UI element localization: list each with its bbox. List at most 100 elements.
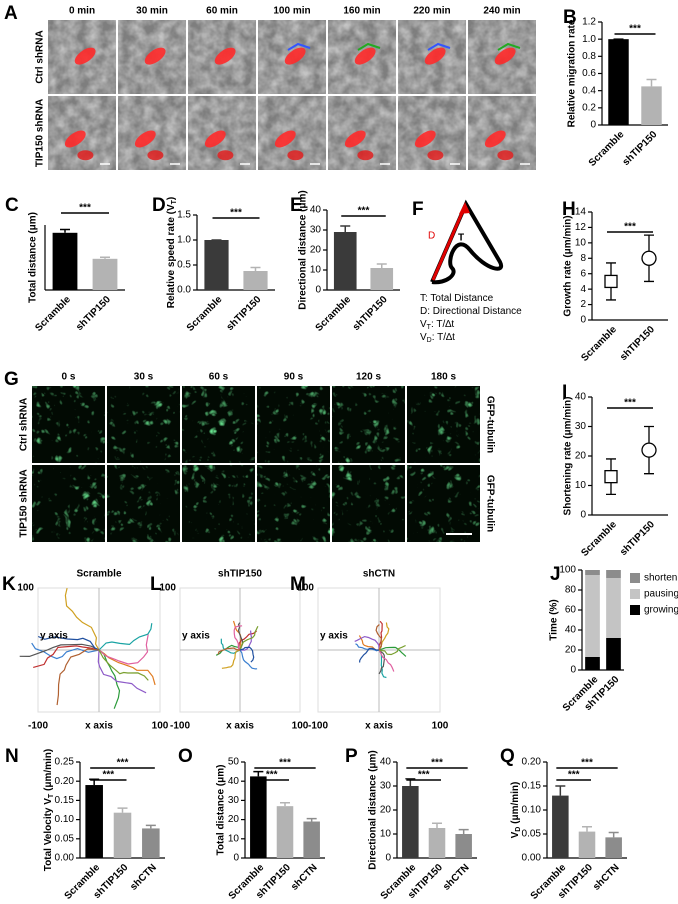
error-bar — [306, 817, 317, 822]
error-bar — [60, 228, 70, 233]
cell — [357, 150, 374, 161]
y-tick-label: 30 — [380, 781, 392, 792]
track — [359, 647, 380, 663]
significance-label: *** — [117, 758, 129, 769]
cell — [64, 130, 86, 148]
bar — [578, 831, 596, 858]
y-axis-label: Directional distance (μm) — [368, 750, 379, 869]
marker — [641, 442, 657, 458]
y-tick-label: 10 — [575, 480, 587, 491]
track — [56, 648, 100, 706]
y-tick-label: 0 — [580, 510, 586, 521]
track — [215, 644, 241, 656]
bar — [608, 39, 629, 125]
bar — [85, 785, 103, 858]
panel-letter: G — [4, 369, 19, 390]
d-label: D — [428, 231, 435, 242]
panel-letter: P — [345, 746, 358, 767]
track — [355, 643, 380, 652]
x-tick-label: shTIP150 — [618, 324, 657, 363]
x-tick-label: Scramble — [314, 294, 354, 334]
loop-path — [430, 199, 504, 285]
y-tick-label: 40 — [310, 205, 322, 216]
y-tick-label: 0.10 — [55, 814, 75, 825]
marker — [604, 469, 618, 484]
y-tick-label: 0.25 — [55, 757, 75, 768]
x-tick-label: shTIP150 — [618, 519, 657, 558]
y-tick-label: 10 — [380, 829, 392, 840]
image-texture — [407, 465, 480, 542]
y-tick-label: 20 — [380, 805, 392, 816]
image-texture — [182, 386, 255, 463]
y-axis-label: Total distance (μm) — [28, 212, 39, 303]
y-tick-label: 80 — [565, 585, 577, 596]
x-tick-label: shCTN — [591, 862, 622, 893]
y-axis-label-part: Total Velocity V — [43, 798, 54, 871]
track — [233, 625, 243, 651]
bar-segment — [585, 657, 600, 670]
significance-label: *** — [581, 758, 593, 769]
y-axis-label: y axis — [320, 631, 348, 642]
bar — [333, 232, 357, 290]
cell — [134, 130, 156, 148]
track — [378, 649, 386, 675]
significance-label: *** — [624, 398, 636, 409]
track — [37, 635, 100, 651]
y-tick-label: 30 — [310, 225, 322, 236]
track — [378, 644, 406, 656]
track — [239, 649, 258, 670]
column-label: 0 s — [62, 372, 76, 383]
panel-letter: L — [150, 574, 162, 595]
column-label: 0 min — [69, 6, 95, 17]
y-tick-label: 0.5 — [177, 260, 191, 271]
error-bar — [250, 266, 261, 271]
y-tick-label: 14 — [575, 207, 587, 218]
y-tick-label: 50 — [228, 757, 240, 768]
column-label: 240 min — [483, 6, 520, 17]
y-tick-label: 2 — [580, 299, 586, 310]
image-texture — [107, 465, 180, 542]
y-tick-label: 40 — [565, 625, 577, 636]
image-texture — [107, 386, 180, 463]
legend-text-part: D — [427, 337, 432, 344]
track — [239, 630, 253, 651]
y-axis-label: y axis — [40, 631, 68, 642]
legend-text-part: T — [427, 324, 432, 331]
bar — [92, 258, 118, 290]
bar-segment — [585, 575, 600, 657]
y-tick-label: 0.05 — [522, 829, 542, 840]
panel-letter: Q — [500, 746, 515, 767]
error-bar — [608, 831, 619, 838]
y-axis-label: Relative migration rate — [567, 19, 578, 127]
legend-text: VD: T/∆t — [420, 332, 455, 345]
y-tick-label: 0 — [590, 120, 596, 131]
y-axis-label: Total Velocity VT (μm/min) — [43, 749, 56, 871]
y-tick-label: 100 — [559, 565, 576, 576]
y-axis-label-part: ) — [166, 197, 177, 200]
bar — [455, 834, 472, 858]
significance-label: *** — [418, 770, 430, 781]
legend-text: VT: T/∆t — [420, 319, 454, 332]
cell — [217, 150, 234, 161]
bar-segment — [606, 570, 621, 578]
cell — [284, 47, 306, 65]
y-axis-label: Shortening rate (μm/min) — [563, 397, 574, 516]
legend-label: growing — [644, 605, 678, 616]
y-axis-label-part: V — [510, 831, 521, 838]
image-texture — [332, 465, 405, 542]
plot-title: shCTN — [363, 569, 395, 580]
panel-letter: D — [152, 195, 166, 216]
bar — [276, 806, 294, 858]
y-axis-label-part: T — [48, 793, 55, 798]
row-label: Ctrl shRNA — [35, 30, 46, 83]
y-tick-label: 12 — [575, 222, 587, 233]
track — [98, 623, 153, 651]
y-tick-label: 10 — [575, 237, 587, 248]
direct-line — [431, 205, 467, 281]
track — [378, 649, 395, 672]
column-label: 100 min — [273, 6, 310, 17]
significance-label: *** — [266, 770, 278, 781]
y-tick-label: 0 — [570, 665, 576, 676]
marker — [641, 250, 657, 266]
